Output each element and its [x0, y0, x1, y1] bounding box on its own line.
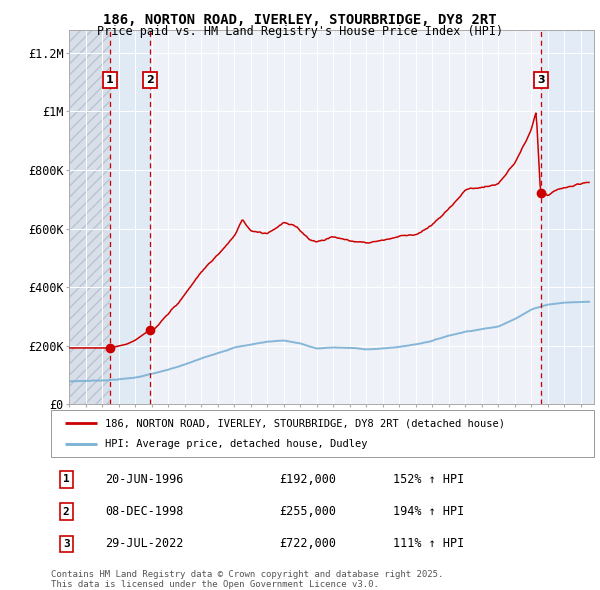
Text: £192,000: £192,000	[279, 473, 336, 486]
Bar	[110, 30, 151, 404]
Bar	[69, 30, 110, 404]
Bar	[69, 30, 110, 404]
Text: 20-JUN-1996: 20-JUN-1996	[106, 473, 184, 486]
Text: Price paid vs. HM Land Registry's House Price Index (HPI): Price paid vs. HM Land Registry's House …	[97, 25, 503, 38]
Text: 1: 1	[106, 75, 113, 85]
Text: Contains HM Land Registry data © Crown copyright and database right 2025.
This d: Contains HM Land Registry data © Crown c…	[51, 570, 443, 589]
Text: 186, NORTON ROAD, IVERLEY, STOURBRIDGE, DY8 2RT (detached house): 186, NORTON ROAD, IVERLEY, STOURBRIDGE, …	[106, 418, 505, 428]
Text: 1: 1	[63, 474, 70, 484]
Bar	[541, 30, 594, 404]
Text: 29-JUL-2022: 29-JUL-2022	[106, 537, 184, 550]
Text: 3: 3	[63, 539, 70, 549]
Text: £255,000: £255,000	[279, 505, 336, 518]
Text: 194% ↑ HPI: 194% ↑ HPI	[393, 505, 464, 518]
Text: 08-DEC-1998: 08-DEC-1998	[106, 505, 184, 518]
Text: 111% ↑ HPI: 111% ↑ HPI	[393, 537, 464, 550]
Text: 3: 3	[537, 75, 544, 85]
Text: £722,000: £722,000	[279, 537, 336, 550]
FancyBboxPatch shape	[51, 410, 594, 457]
Text: 152% ↑ HPI: 152% ↑ HPI	[393, 473, 464, 486]
Text: 186, NORTON ROAD, IVERLEY, STOURBRIDGE, DY8 2RT: 186, NORTON ROAD, IVERLEY, STOURBRIDGE, …	[103, 13, 497, 27]
Text: 2: 2	[146, 75, 154, 85]
Text: 2: 2	[63, 507, 70, 516]
Text: HPI: Average price, detached house, Dudley: HPI: Average price, detached house, Dudl…	[106, 439, 368, 449]
